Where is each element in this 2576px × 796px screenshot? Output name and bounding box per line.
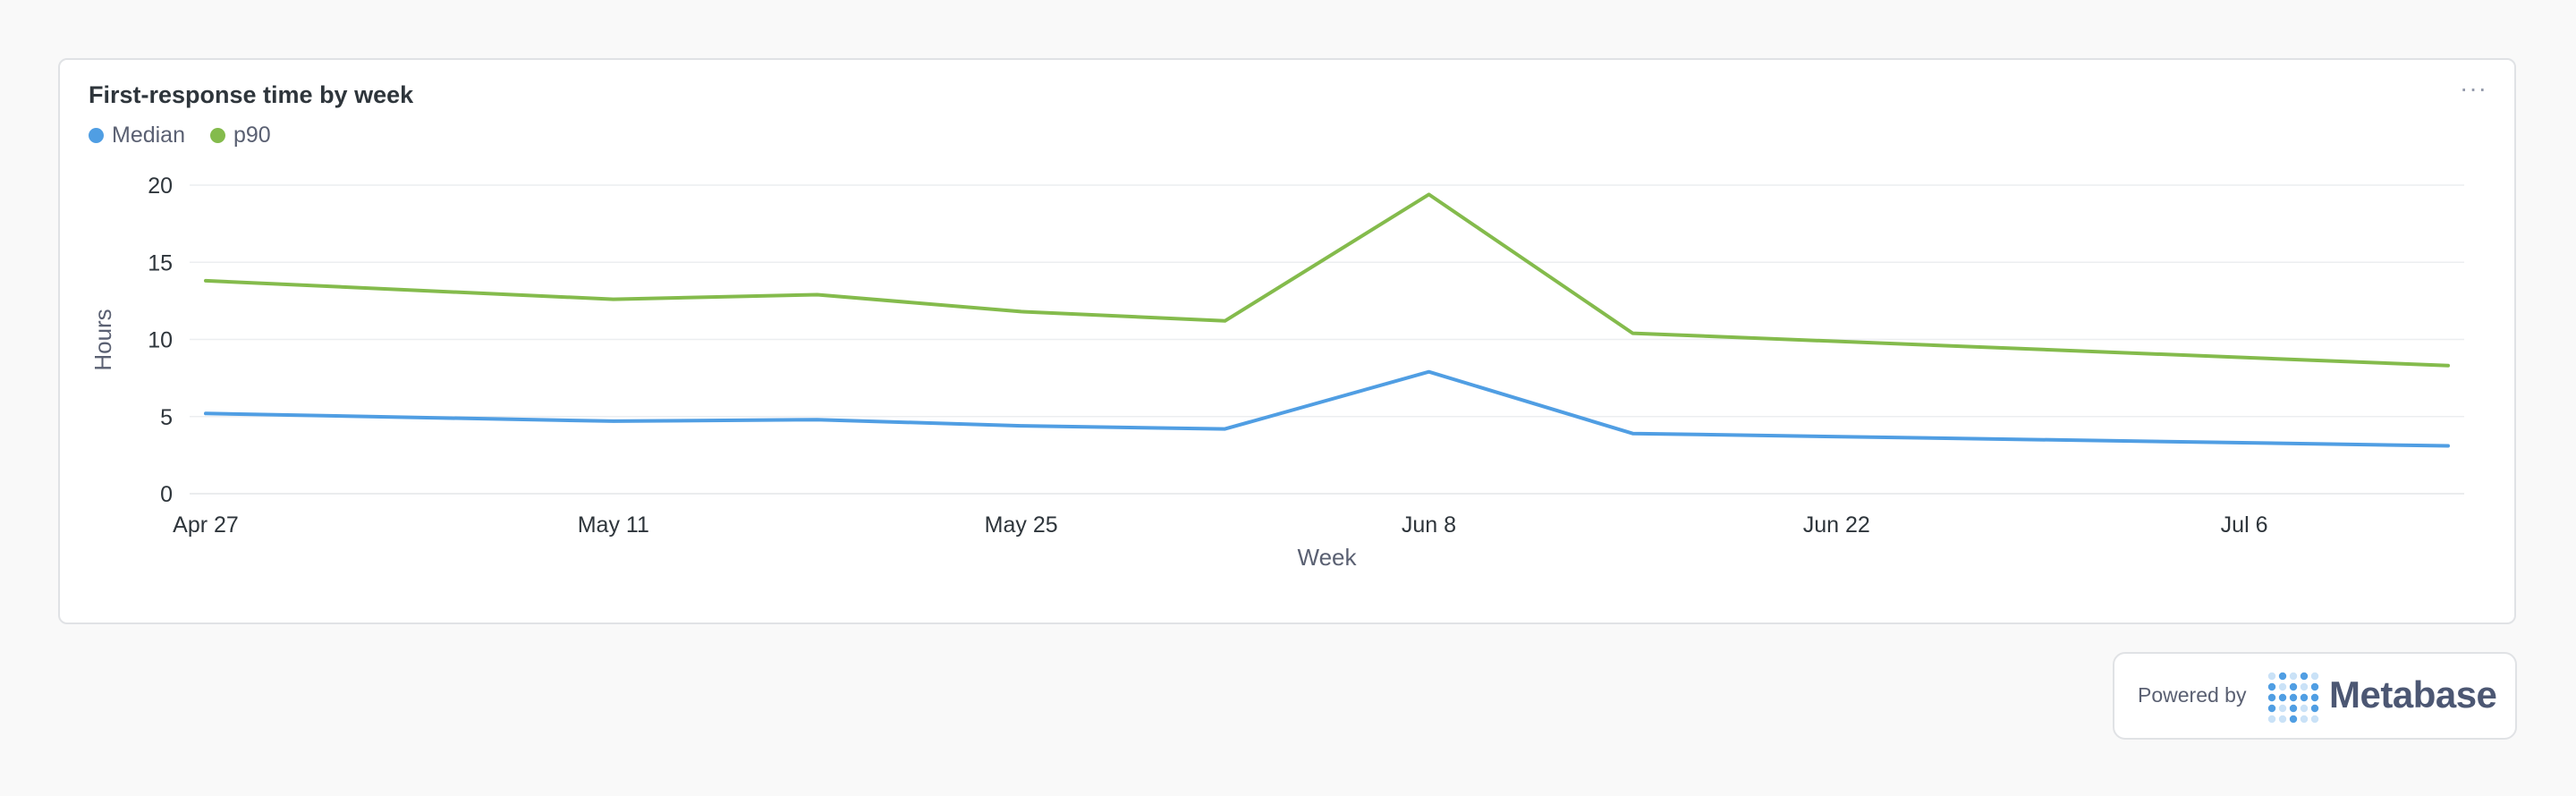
data-point-p90[interactable]: [1422, 188, 1435, 200]
x-axis-ticks: Apr 27 May 11 May 25 Jun 8 Jun 22 Jul 6: [173, 512, 2267, 538]
logo-dot: [2310, 672, 2319, 681]
legend-label-p90: p90: [233, 123, 271, 148]
y-axis-title: Hours: [89, 309, 116, 370]
legend-item-median[interactable]: Median: [89, 123, 185, 148]
logo-dot: [2289, 672, 2298, 681]
logo-dot: [2267, 715, 2276, 724]
logo-dot: [2300, 682, 2309, 691]
logo-dot: [2267, 693, 2276, 702]
logo-dot: [2278, 693, 2287, 702]
line-chart: 0 5 10 15 20 Apr 27 May 11 May 25 Jun 8 Jun 22 Ju…: [89, 174, 2464, 571]
data-point-p90[interactable]: [1219, 315, 1232, 327]
data-point-median[interactable]: [1015, 419, 1028, 432]
data-point-median[interactable]: [811, 413, 824, 426]
y-tick-label: 0: [160, 482, 173, 507]
x-tick-label: Jun 22: [1803, 512, 1870, 538]
y-tick-label: 20: [148, 174, 173, 199]
x-tick-label: Jun 8: [1402, 512, 1456, 538]
logo-dot: [2289, 704, 2298, 713]
data-point-p90[interactable]: [607, 293, 620, 306]
logo-dot: [2267, 672, 2276, 681]
logo-dot: [2267, 682, 2276, 691]
data-point-median[interactable]: [1422, 366, 1435, 378]
data-point-median[interactable]: [1626, 428, 1639, 440]
powered-by-badge[interactable]: Powered by Metabase: [2113, 652, 2517, 740]
metabase-logo-icon: [2267, 672, 2319, 724]
legend-item-p90[interactable]: p90: [210, 123, 271, 148]
logo-dot: [2278, 672, 2287, 681]
data-point-median[interactable]: [199, 407, 212, 419]
logo-dot: [2310, 715, 2319, 724]
logo-dot: [2267, 704, 2276, 713]
legend-dot-p90: [210, 128, 225, 143]
logo-dot: [2300, 704, 2309, 713]
legend-dot-median: [89, 128, 104, 143]
logo-dot: [2310, 682, 2319, 691]
x-tick-label: Jul 6: [2221, 512, 2268, 538]
logo-dot: [2310, 704, 2319, 713]
card-title[interactable]: First-response time by week: [89, 81, 414, 108]
data-point-p90[interactable]: [1626, 327, 1639, 340]
more-options-button[interactable]: ···: [2460, 74, 2487, 102]
x-tick-label: Apr 27: [173, 512, 239, 538]
logo-dot: [2300, 693, 2309, 702]
x-axis-title: Week: [1298, 544, 1358, 571]
x-tick-label: May 25: [985, 512, 1058, 538]
logo-dot: [2278, 704, 2287, 713]
data-point-p90[interactable]: [811, 288, 824, 301]
grid-lines: [190, 184, 2464, 495]
chart-legend: Median p90: [89, 123, 271, 148]
logo-dot: [2278, 682, 2287, 691]
logo-dot: [2289, 682, 2298, 691]
data-point-median[interactable]: [607, 415, 620, 428]
y-axis-ticks: 0 5 10 15 20: [148, 174, 173, 507]
x-tick-label: May 11: [578, 512, 649, 538]
logo-dot: [2278, 715, 2287, 724]
y-tick-label: 5: [160, 405, 173, 430]
logo-dot: [2289, 715, 2298, 724]
legend-label-median: Median: [112, 123, 185, 148]
data-point-p90[interactable]: [199, 275, 212, 287]
data-point-p90[interactable]: [1015, 305, 1028, 318]
series-line-p90[interactable]: [204, 192, 2450, 368]
series-lines: [199, 188, 2454, 453]
y-tick-label: 15: [148, 250, 173, 275]
logo-dot: [2310, 693, 2319, 702]
data-point-median[interactable]: [2442, 440, 2454, 453]
chart-card: First-response time by week ··· Median p…: [58, 58, 2516, 624]
data-point-median[interactable]: [1219, 423, 1232, 436]
y-tick-label: 10: [148, 328, 173, 353]
powered-by-label: Powered by: [2138, 683, 2247, 707]
metabase-wordmark: Metabase: [2329, 673, 2497, 716]
data-point-p90[interactable]: [2442, 360, 2454, 372]
logo-dot: [2300, 672, 2309, 681]
series-line-median[interactable]: [204, 369, 2450, 448]
logo-dot: [2289, 693, 2298, 702]
logo-dot: [2300, 715, 2309, 724]
